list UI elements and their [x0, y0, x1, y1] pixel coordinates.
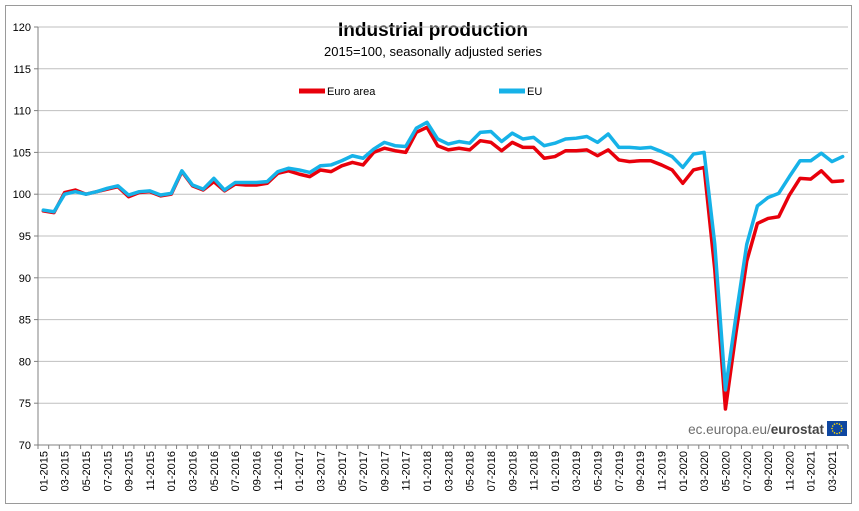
x-tick-label-11-2017: 11-2017 [401, 451, 413, 491]
x-tick-label-09-2016: 09-2016 [251, 451, 263, 491]
x-tick-label-07-2015: 07-2015 [102, 451, 114, 491]
y-tick-label-80: 80 [19, 356, 31, 368]
x-tick-label-05-2017: 05-2017 [337, 451, 349, 491]
x-tick-label-01-2016: 01-2016 [166, 451, 178, 491]
chart-subtitle: 2015=100, seasonally adjusted series [324, 44, 542, 59]
x-tick-label-11-2018: 11-2018 [529, 451, 541, 491]
y-tick-label-85: 85 [19, 315, 31, 327]
x-tick-label-11-2019: 11-2019 [656, 451, 668, 491]
y-tick-label-95: 95 [19, 231, 31, 243]
legend-label-euro-area: Euro area [327, 86, 376, 98]
x-tick-label-03-2017: 03-2017 [315, 451, 327, 491]
x-tick-label-05-2020: 05-2020 [720, 451, 732, 491]
source-text: ec.europa.eu/eurostat [688, 422, 824, 437]
x-axis-tick-labels: 01-2015 03-2015 05-2015 07-2015 09-2015 11-20… [38, 451, 839, 491]
y-tick-label-115: 115 [13, 64, 31, 76]
x-tick-label-05-2016: 05-2016 [209, 451, 221, 491]
x-tick-label-03-2020: 03-2020 [699, 451, 711, 491]
x-tick-label-07-2017: 07-2017 [358, 451, 370, 491]
source-prefix: ec.europa.eu/ [688, 422, 771, 437]
y-tick-label-100: 100 [13, 189, 31, 201]
x-tick-label-05-2019: 05-2019 [593, 451, 605, 491]
legend: Euro area EU [299, 86, 542, 98]
x-tick-label-09-2019: 09-2019 [635, 451, 647, 491]
x-tick-label-03-2016: 03-2016 [188, 451, 200, 491]
y-tick-label-70: 70 [19, 440, 31, 452]
eu-flag-star [838, 432, 841, 434]
x-tick-label-11-2015: 11-2015 [145, 451, 157, 491]
series-line-eu [41, 120, 845, 392]
eu-flag-star [831, 427, 833, 430]
chart-frame [5, 5, 852, 504]
x-tick-label-03-2018: 03-2018 [443, 451, 455, 491]
eu-flag-star [831, 425, 834, 427]
x-tick-label-01-2019: 01-2019 [550, 451, 562, 491]
eu-flag-background [827, 421, 847, 436]
y-tick-label-105: 105 [13, 147, 31, 159]
eu-flag-star [831, 430, 834, 432]
x-tick-label-01-2018: 01-2018 [422, 451, 434, 491]
eu-flag-star [833, 423, 836, 425]
x-tick-label-09-2020: 09-2020 [763, 451, 775, 491]
x-tick-label-01-2015: 01-2015 [38, 451, 50, 491]
eu-flag-star [838, 423, 841, 425]
x-tick-label-01-2017: 01-2017 [294, 451, 306, 491]
gridlines [38, 26, 848, 404]
chart-title: Industrial production [338, 20, 528, 41]
eu-flag-star [840, 425, 843, 427]
x-tick-label-03-2015: 03-2015 [60, 451, 72, 491]
x-tick-label-07-2020: 07-2020 [742, 451, 754, 491]
y-axis-tick-labels: 70 75 80 85 90 95 100 105 110 115 120 [13, 22, 31, 452]
eu-flag-icon [827, 421, 847, 436]
x-tick-label-09-2017: 09-2017 [379, 451, 391, 491]
x-tick-label-07-2018: 07-2018 [486, 451, 498, 491]
x-tick-label-11-2020: 11-2020 [784, 451, 796, 491]
source-brand: eurostat [771, 422, 825, 437]
x-tick-label-07-2019: 07-2019 [614, 451, 626, 491]
eu-flag-star [840, 430, 843, 432]
x-tick-label-01-2020: 01-2020 [678, 451, 690, 491]
x-tick-label-07-2016: 07-2016 [230, 451, 242, 491]
axes [34, 26, 849, 449]
x-tick-label-05-2015: 05-2015 [81, 451, 93, 491]
legend-label-eu: EU [527, 86, 542, 98]
legend-entry-euro-area: Euro area [299, 86, 376, 98]
y-tick-label-110: 110 [13, 106, 31, 118]
eu-flag-star [833, 432, 836, 434]
series-lines [41, 120, 845, 411]
eu-flag-star [841, 427, 843, 430]
eu-flag-star [836, 422, 838, 425]
y-tick-label-120: 120 [13, 22, 31, 34]
x-tick-label-03-2019: 03-2019 [571, 451, 583, 491]
legend-entry-eu: EU [499, 86, 542, 98]
x-tick-label-03-2021: 03-2021 [827, 451, 839, 491]
eu-flag-star [836, 432, 838, 435]
source-credit: ec.europa.eu/eurostat [688, 421, 847, 437]
y-tick-label-90: 90 [19, 273, 31, 285]
x-tick-label-05-2018: 05-2018 [465, 451, 477, 491]
y-tick-label-75: 75 [19, 398, 31, 410]
x-tick-label-09-2015: 09-2015 [124, 451, 136, 491]
x-tick-label-09-2018: 09-2018 [507, 451, 519, 491]
x-tick-label-11-2016: 11-2016 [273, 451, 285, 491]
x-tick-label-01-2021: 01-2021 [806, 451, 818, 491]
